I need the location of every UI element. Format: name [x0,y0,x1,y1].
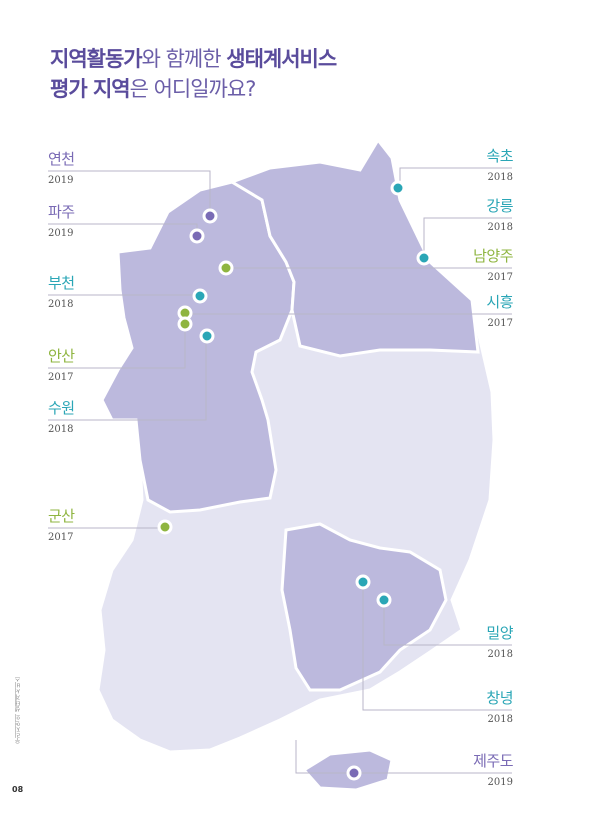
map-region-gyeongnam [280,522,448,692]
title-bold-1: 지역활동가 [50,47,143,71]
label-changnyeong: 창녕 2018 [486,689,513,727]
location-year: 2018 [487,222,513,233]
location-name: 남양주 [473,247,513,265]
location-name: 연천 [48,150,75,168]
title-regular-1: 와 함께한 [141,47,227,71]
location-year: 2018 [487,714,513,725]
label-sokcho: 속초 2018 [486,147,513,185]
marker-gangneung [416,250,432,266]
marker-suwon [199,328,215,344]
label-suwon: 수원 2018 [48,399,75,437]
marker-bucheon [192,288,208,304]
marker-namyangju [218,260,234,276]
marker-changnyeong [355,574,371,590]
location-name: 안산 [48,347,75,365]
location-year: 2019 [48,175,74,186]
map-region-gangwon [228,137,480,358]
page-title: 지역활동가와 함께한 생태계서비스 평가 지역은 어디일까요? [50,44,337,104]
markers [157,180,432,781]
marker-ansan [177,316,193,332]
location-name: 수원 [48,399,75,417]
leader-lines [48,167,512,774]
title-regular-2: 은 어디일까요? [129,77,257,101]
marker-miryang [376,592,392,608]
marker-sokcho [390,180,406,196]
side-caption: 우리지역의 생태계서비스 [15,676,22,744]
location-name: 군산 [48,507,75,525]
title-bold-2: 생태계서비스 [226,47,337,71]
marker-yeoncheon [202,208,218,224]
location-year: 2018 [487,172,513,183]
location-name: 밀양 [486,624,513,642]
location-year: 2018 [48,299,74,310]
location-name: 부천 [48,274,75,292]
label-siheung: 시흥 2017 [486,293,513,331]
location-year: 2017 [487,318,513,329]
location-name: 창녕 [486,689,513,707]
label-miryang: 밀양 2018 [486,624,513,662]
label-gangneung: 강릉 2018 [486,197,513,235]
location-name: 파주 [48,203,75,221]
label-namyangju: 남양주 2017 [473,247,513,285]
label-ansan: 안산 2017 [48,347,75,385]
label-gunsan: 군산 2017 [48,507,75,545]
location-year: 2017 [48,532,74,543]
location-year: 2019 [487,777,513,788]
marker-jeju [346,765,362,781]
location-year: 2018 [487,649,513,660]
location-name: 제주도 [473,752,513,770]
location-year: 2017 [48,372,74,383]
location-year: 2017 [487,272,513,283]
title-bold-3: 평가 지역 [50,77,131,101]
marker-paju [189,228,205,244]
label-yeoncheon: 연천 2019 [48,150,75,188]
location-name: 강릉 [486,197,513,215]
marker-gunsan [157,519,173,535]
label-jeju: 제주도 2019 [473,752,513,790]
page-number: 08 [12,785,24,794]
label-paju: 파주 2019 [48,203,75,241]
location-year: 2019 [48,228,74,239]
location-name: 시흥 [486,293,513,311]
location-year: 2018 [48,424,74,435]
location-name: 속초 [486,147,513,165]
label-bucheon: 부천 2018 [48,274,75,312]
